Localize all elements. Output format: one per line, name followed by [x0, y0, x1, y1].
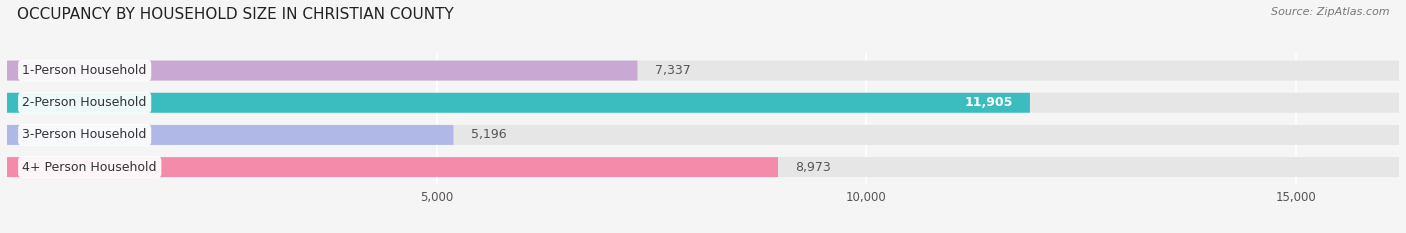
Text: OCCUPANCY BY HOUSEHOLD SIZE IN CHRISTIAN COUNTY: OCCUPANCY BY HOUSEHOLD SIZE IN CHRISTIAN… [17, 7, 454, 22]
FancyBboxPatch shape [7, 93, 1399, 113]
Text: 7,337: 7,337 [655, 64, 690, 77]
Text: 3-Person Household: 3-Person Household [22, 128, 146, 141]
FancyBboxPatch shape [7, 61, 637, 81]
Text: 2-Person Household: 2-Person Household [22, 96, 146, 109]
Text: 5,196: 5,196 [471, 128, 506, 141]
FancyBboxPatch shape [7, 157, 1399, 177]
Text: 8,973: 8,973 [796, 161, 831, 174]
FancyBboxPatch shape [7, 93, 1031, 113]
FancyBboxPatch shape [7, 125, 454, 145]
Text: 4+ Person Household: 4+ Person Household [22, 161, 157, 174]
FancyBboxPatch shape [7, 157, 778, 177]
FancyBboxPatch shape [7, 61, 1399, 81]
Text: Source: ZipAtlas.com: Source: ZipAtlas.com [1271, 7, 1389, 17]
Text: 11,905: 11,905 [965, 96, 1012, 109]
Text: 1-Person Household: 1-Person Household [22, 64, 146, 77]
FancyBboxPatch shape [7, 125, 1399, 145]
